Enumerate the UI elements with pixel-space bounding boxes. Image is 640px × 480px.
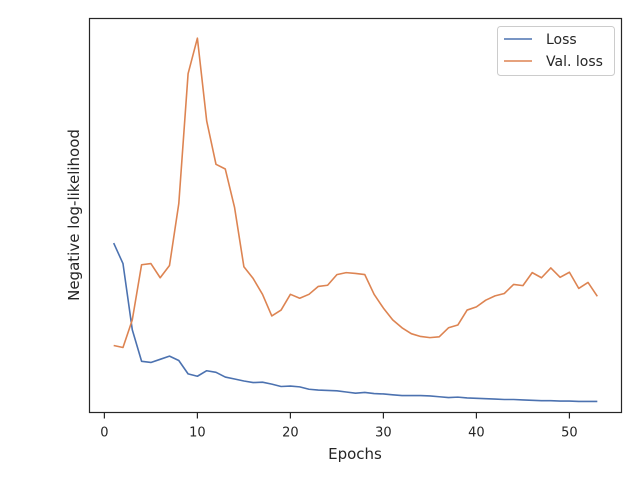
x-axis-label: Epochs (328, 445, 382, 463)
x-axis-ticks: 0 10 20 30 40 50 (100, 412, 578, 441)
plot-area (112, 37, 598, 403)
x-tick-label: 0 (100, 426, 108, 441)
x-tick-label: 40 (468, 426, 485, 441)
series-layer (112, 37, 598, 403)
series-line-loss (112, 242, 598, 403)
legend-label-val-loss: Val. loss (546, 54, 603, 70)
axes-frame (88, 17, 623, 414)
series-line-val-loss (113, 37, 598, 349)
y-axis-label: Negative log-likelihood (65, 129, 83, 301)
legend-label-loss: Loss (546, 32, 577, 48)
x-tick-label: 30 (375, 426, 392, 441)
x-tick-label: 50 (561, 426, 578, 441)
legend: Loss Val. loss (497, 26, 615, 76)
x-tick-label: 20 (282, 426, 299, 441)
x-tick-label: 10 (189, 426, 206, 441)
